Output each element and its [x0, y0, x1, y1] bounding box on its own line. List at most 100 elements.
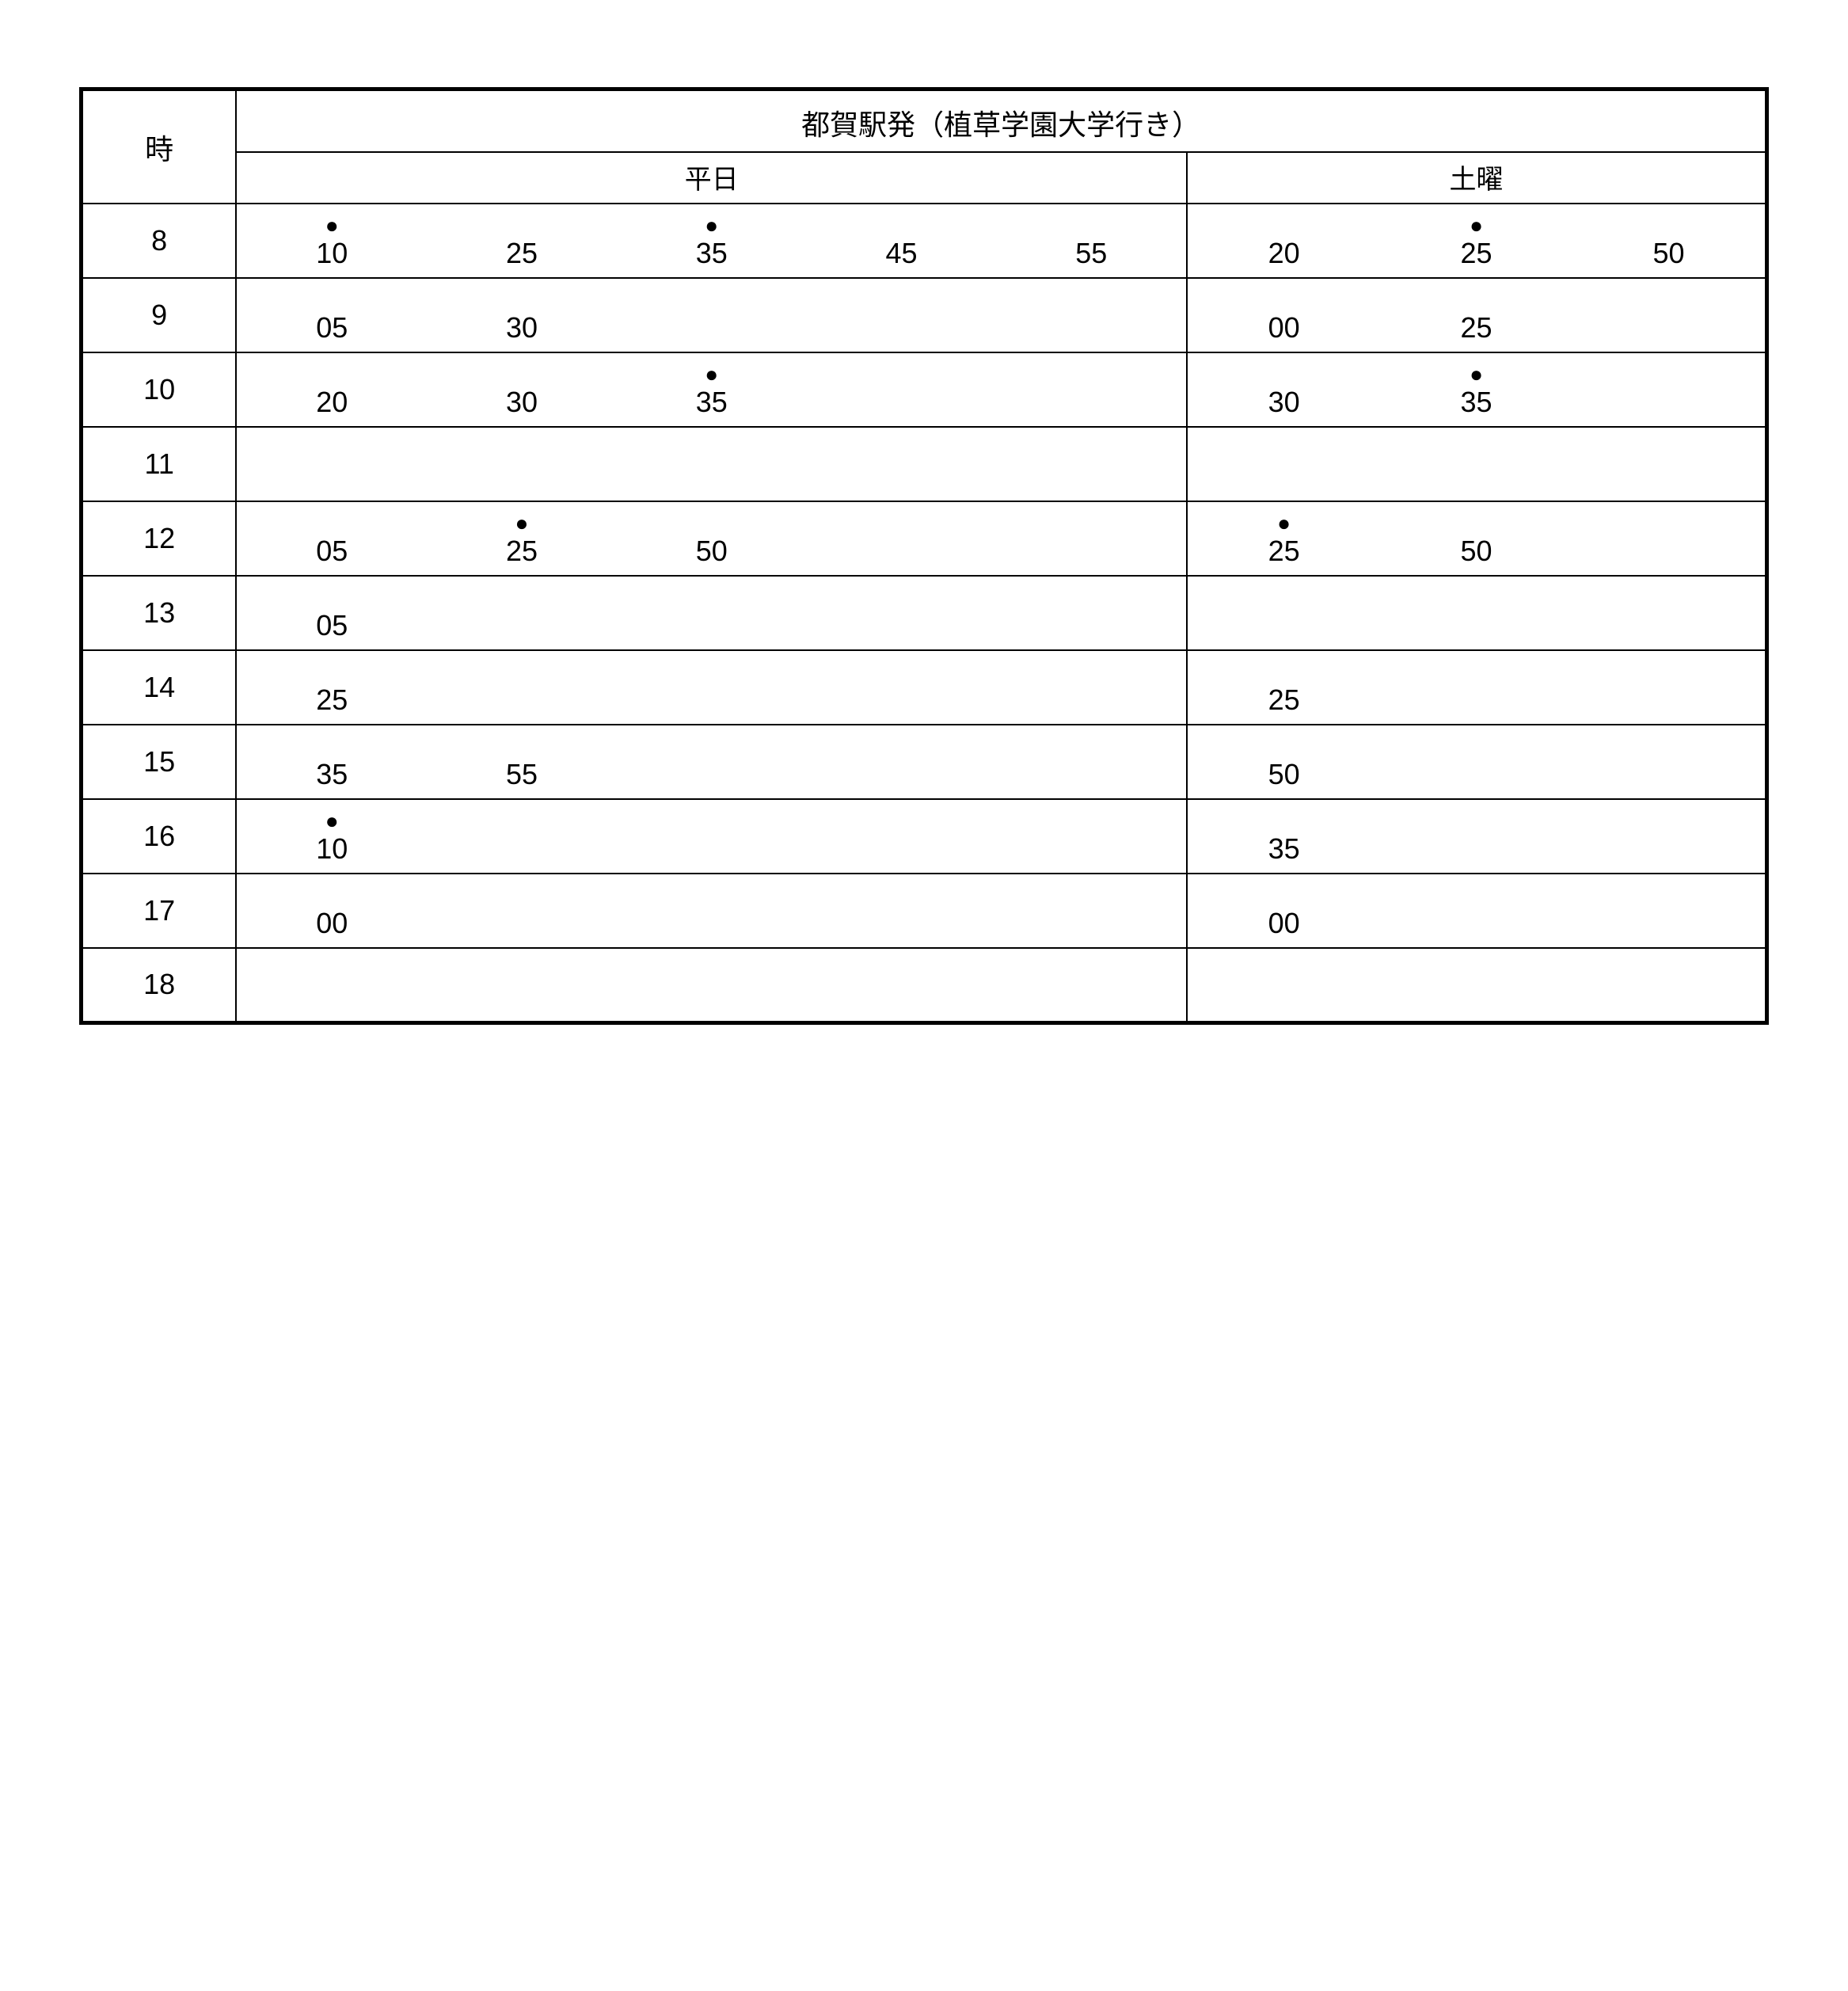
- saturday-time-slot: ●: [1380, 730, 1572, 790]
- weekday-time-slot: ●: [996, 656, 1186, 716]
- weekday-times-cell: ● ● ● ● ●: [236, 948, 1187, 1022]
- weekday-time-slot: ●: [427, 954, 617, 1013]
- hour-cell: 14: [82, 650, 237, 725]
- departure-minute: [1473, 460, 1481, 493]
- departure-minute: 05: [316, 535, 348, 567]
- saturday-time-slot: ●50: [1188, 730, 1380, 790]
- saturday-time-slot: ●: [1572, 656, 1765, 716]
- departure-minute: [708, 311, 716, 344]
- departure-minute: [708, 832, 716, 865]
- table-row: 10●20●30●35● ● ●30●35●: [82, 352, 1767, 427]
- saturday-times-cell: ●00●25●: [1187, 278, 1766, 352]
- departure-minute: [518, 460, 526, 493]
- weekday-time-slot: ●25: [427, 209, 617, 269]
- departure-minute: 35: [1268, 832, 1300, 865]
- departure-minute: 25: [506, 535, 538, 567]
- table-row: 15●35●55● ● ● ●50● ●: [82, 725, 1767, 799]
- departure-minute: 35: [696, 386, 728, 418]
- departure-minute: [708, 683, 716, 716]
- table-row: 16●10● ● ● ● ●35● ●: [82, 799, 1767, 874]
- departure-minute: [708, 609, 716, 641]
- departure-minute: [1087, 311, 1095, 344]
- weekday-times-cell: ●05●30● ● ●: [236, 278, 1187, 352]
- weekday-time-slot: ●00: [237, 879, 427, 939]
- departure-minute: [1087, 758, 1095, 790]
- bus-timetable: 時 都賀駅発（植草学園大学行き） 平日 土曜 8●10●25●35●45●55●…: [79, 87, 1769, 1025]
- saturday-time-slot: ●: [1380, 432, 1572, 493]
- weekday-time-slot: ●05: [237, 284, 427, 344]
- departure-minute: [328, 980, 336, 1012]
- saturday-times-cell: ●00● ●: [1187, 874, 1766, 948]
- departure-minute: 05: [316, 311, 348, 344]
- hour-cell: 11: [82, 427, 237, 501]
- weekday-time-slot: ●20: [237, 358, 427, 418]
- departure-minute: 25: [316, 683, 348, 716]
- weekday-time-slot: ●35: [237, 730, 427, 790]
- saturday-time-slot: ●25: [1380, 284, 1572, 344]
- departure-minute: [897, 832, 905, 865]
- departure-minute: 20: [316, 386, 348, 418]
- weekday-time-slot: ●10: [237, 209, 427, 269]
- hour-cell: 16: [82, 799, 237, 874]
- weekday-time-slot: ●: [807, 730, 997, 790]
- weekday-time-slot: ●: [617, 656, 807, 716]
- hour-cell: 10: [82, 352, 237, 427]
- saturday-time-slot: ●: [1380, 805, 1572, 865]
- weekday-time-slot: ●: [807, 284, 997, 344]
- departure-minute: [897, 683, 905, 716]
- departure-minute: [518, 609, 526, 641]
- departure-minute: 55: [1075, 237, 1107, 269]
- departure-minute: 00: [316, 907, 348, 939]
- weekday-time-slot: ●: [996, 507, 1186, 567]
- departure-minute: 55: [506, 758, 538, 790]
- weekday-time-slot: ●: [996, 432, 1186, 493]
- weekday-time-slot: ●: [996, 730, 1186, 790]
- weekday-time-slot: ●25: [427, 507, 617, 567]
- weekday-time-slot: ●: [427, 656, 617, 716]
- weekday-times-cell: ●10●25●35●45●55: [236, 204, 1187, 278]
- saturday-time-slot: ●: [1572, 581, 1765, 641]
- saturday-times-cell: ●25● ●: [1187, 650, 1766, 725]
- departure-minute: [1087, 980, 1095, 1012]
- weekday-time-slot: ●: [427, 581, 617, 641]
- departure-minute: [1087, 460, 1095, 493]
- weekday-time-slot: ●: [427, 879, 617, 939]
- departure-minute: [518, 980, 526, 1012]
- weekday-time-slot: ●: [807, 879, 997, 939]
- weekday-time-slot: ●: [617, 432, 807, 493]
- departure-minute: 05: [316, 609, 348, 641]
- saturday-time-slot: ●20: [1188, 209, 1380, 269]
- departure-minute: [708, 907, 716, 939]
- hour-column-header: 時: [82, 89, 237, 204]
- weekday-time-slot: ●50: [617, 507, 807, 567]
- departure-minute: 20: [1268, 237, 1300, 269]
- saturday-time-slot: ●00: [1188, 284, 1380, 344]
- hour-cell: 17: [82, 874, 237, 948]
- bullet-icon: ●: [515, 512, 529, 535]
- bullet-icon: ●: [325, 810, 339, 832]
- hour-cell: 9: [82, 278, 237, 352]
- departure-minute: 30: [506, 311, 538, 344]
- bullet-icon: ●: [1470, 215, 1483, 237]
- saturday-time-slot: ●25: [1188, 507, 1380, 567]
- weekday-time-slot: ●45: [807, 209, 997, 269]
- weekday-time-slot: ●: [807, 432, 997, 493]
- departure-minute: [518, 832, 526, 865]
- saturday-time-slot: ●: [1572, 432, 1765, 493]
- weekday-times-cell: ●05● ● ● ●: [236, 576, 1187, 650]
- departure-minute: [708, 460, 716, 493]
- departure-minute: 45: [885, 237, 917, 269]
- departure-minute: [1473, 832, 1481, 865]
- saturday-times-cell: ●50● ●: [1187, 725, 1766, 799]
- weekday-times-cell: ●00● ● ● ●: [236, 874, 1187, 948]
- saturday-time-slot: ●35: [1380, 358, 1572, 418]
- weekday-time-slot: ●: [996, 805, 1186, 865]
- departure-minute: 10: [316, 237, 348, 269]
- departure-minute: [1473, 609, 1481, 641]
- departure-minute: [897, 386, 905, 418]
- weekday-time-slot: ●: [617, 730, 807, 790]
- departure-minute: [897, 460, 905, 493]
- table-row: 17●00● ● ● ● ●00● ●: [82, 874, 1767, 948]
- weekday-time-slot: ●30: [427, 358, 617, 418]
- saturday-times-cell: ● ● ●: [1187, 576, 1766, 650]
